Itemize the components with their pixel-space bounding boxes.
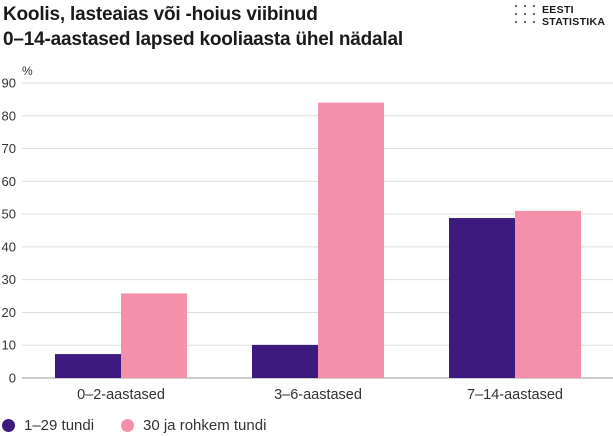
bar [318, 102, 384, 379]
bar [121, 293, 187, 378]
y-tick-label: 10 [2, 338, 16, 353]
legend-label-1-29: 1–29 tundi [24, 417, 95, 434]
y-tick-label: 50 [2, 207, 16, 222]
x-tick-label: 3–6-aastased [274, 387, 362, 403]
legend: 1–29 tundi 30 ja rohkem tundi [0, 414, 613, 436]
y-tick-label: 90 [2, 76, 16, 91]
x-tick-label: 7–14-aastased [467, 387, 563, 403]
legend-item-1-29: 1–29 tundi [2, 417, 94, 434]
chart-title-line-1: Koolis, lasteaias või -hoius viibinud [3, 4, 318, 25]
y-tick-label: 40 [2, 239, 16, 254]
logo-line-2: STATISTIKA [542, 16, 606, 28]
y-tick-label: 80 [2, 108, 16, 123]
x-tick-label: 0–2-aastased [77, 387, 165, 403]
legend-swatch-1-29 [2, 419, 15, 432]
legend-item-30-plus: 30 ja rohkem tundi [121, 417, 266, 434]
bar [515, 210, 581, 378]
y-tick-label: 30 [2, 272, 16, 287]
logo-text: EESTI STATISTIKA [542, 4, 605, 28]
y-tick-label: 70 [2, 141, 16, 156]
y-tick-label: 0 [9, 371, 16, 386]
bar [449, 218, 515, 378]
logo-line-1: EESTI [542, 4, 574, 16]
bar [55, 354, 121, 378]
y-axis-unit: % [22, 64, 33, 78]
bar-chart: 0 10 20 30 40 50 60 70 80 90 0–2-aastased 3–6-aasta… [2, 76, 613, 403]
chart-title: Koolis, lasteaias või -hoius viibinud 0–… [3, 2, 403, 52]
legend-label-30-plus: 30 ja rohkem tundi [143, 417, 267, 434]
logo-dots-icon [514, 4, 536, 24]
chart-title-line-2: 0–14-aastased lapsed kooliaasta ühel näd… [3, 29, 403, 50]
y-tick-label: 60 [2, 174, 16, 189]
y-tick-label: 20 [2, 305, 16, 320]
legend-swatch-30-plus [121, 419, 134, 432]
statistics-estonia-logo: EESTI STATISTIKA [513, 2, 613, 32]
bar [252, 344, 318, 378]
